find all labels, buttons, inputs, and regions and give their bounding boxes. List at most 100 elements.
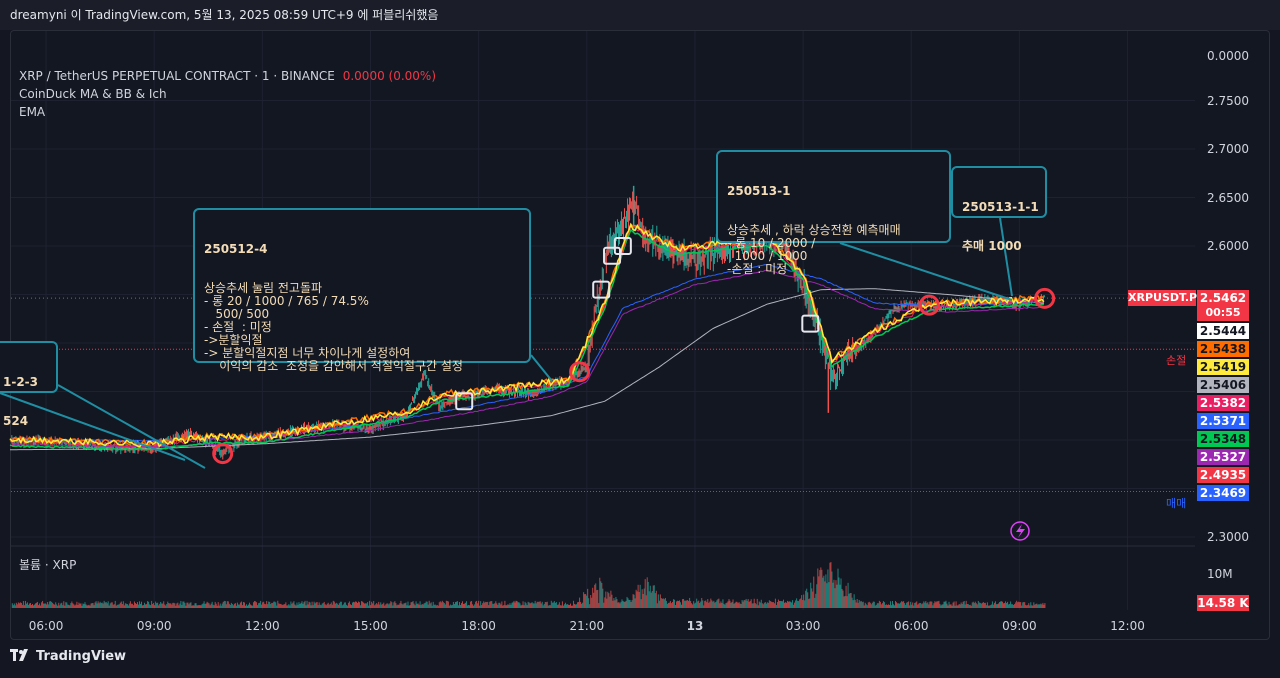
volume-bar: [889, 601, 891, 608]
volume-bar: [594, 584, 596, 608]
volume-bar: [1014, 604, 1016, 608]
annotation-250512-4[interactable]: 250512-4 상승추세 눌림 전고돌파 - 롱 20 / 1000 / 76…: [193, 208, 531, 373]
volume-bar: [309, 602, 311, 608]
volume-bar: [430, 602, 432, 608]
volume-bar: [278, 603, 280, 608]
volume-bar: [690, 600, 692, 608]
volume-bar: [909, 605, 911, 608]
volume-bar: [121, 604, 123, 608]
volume-bar: [180, 600, 182, 608]
volume-bar: [652, 585, 654, 608]
volume-bar: [398, 604, 400, 608]
volume-bar: [781, 601, 783, 608]
x-tick-label: 09:00: [137, 619, 172, 633]
volume-bar: [442, 602, 444, 608]
volume-bar: [854, 599, 856, 608]
volume-bar: [591, 597, 593, 608]
x-tick-label: 03:00: [786, 619, 821, 633]
volume-bar: [207, 602, 209, 608]
volume-bar: [242, 601, 244, 608]
volume-bar: [74, 605, 76, 608]
volume-bar: [857, 602, 859, 608]
volume-bar: [545, 602, 547, 608]
volume-bar: [1034, 604, 1036, 608]
volume-bar: [1022, 602, 1024, 608]
volume-bar: [134, 603, 136, 608]
volume-bar: [470, 601, 472, 608]
volume-bar: [833, 579, 835, 608]
volume-bar: [240, 601, 242, 608]
volume-bar: [491, 601, 493, 608]
volume-bar: [161, 603, 163, 608]
y-tick-label: 2.6500: [1207, 191, 1249, 205]
volume-bar: [841, 588, 843, 608]
volume-bar: [115, 605, 117, 608]
volume-bar: [824, 581, 826, 608]
volume-bar: [426, 601, 428, 608]
volume-bar: [713, 600, 715, 608]
volume-bar: [632, 594, 634, 608]
price-tag: 2.5438: [1197, 341, 1249, 357]
annotation-body: 추매 1000: [962, 239, 1022, 253]
volume-bar: [896, 602, 898, 608]
volume-bar: [752, 603, 754, 608]
volume-bar: [424, 602, 426, 608]
square-marker: [801, 314, 820, 333]
volume-bar: [920, 602, 922, 608]
volume-bar: [914, 602, 916, 608]
annotation-title: 1-2-3: [3, 375, 39, 389]
volume-bar: [739, 603, 741, 608]
tradingview-brand[interactable]: TradingView: [10, 648, 126, 664]
volume-bar: [476, 600, 478, 608]
volume-bar: [924, 602, 926, 608]
volume-bar: [378, 601, 380, 608]
volume-bar: [647, 581, 649, 608]
volume-bar: [264, 603, 266, 608]
volume-legend[interactable]: 볼륨 · XRP: [19, 558, 77, 572]
volume-bar: [133, 601, 135, 608]
volume-bar: [393, 602, 395, 608]
volume-bar: [428, 600, 430, 608]
volume-bar: [919, 602, 921, 608]
volume-bar: [679, 600, 681, 608]
volume-bar: [360, 605, 362, 608]
annotation-partial-left[interactable]: 1-2-3 524: [0, 341, 58, 428]
volume-bar: [778, 600, 780, 608]
volume-bar: [186, 602, 188, 608]
volume-bar: [221, 603, 223, 608]
volume-bar: [958, 604, 960, 608]
volume-bar: [463, 603, 465, 608]
annotation-250513-1[interactable]: 250513-1 상승추세 , 하락 상승전환 예측매매 - 롱 10 / 20…: [716, 150, 951, 276]
volume-bar: [403, 603, 405, 608]
volume-bar: [613, 598, 615, 608]
x-tick-label: 06:00: [29, 619, 64, 633]
volume-bar: [743, 599, 745, 608]
volume-bar: [71, 601, 73, 608]
volume-bar: [916, 601, 918, 608]
volume-bar: [723, 603, 725, 608]
indicator-legend-2[interactable]: EMA: [19, 105, 46, 119]
volume-bar: [745, 598, 747, 608]
volume-bar: [158, 605, 160, 608]
volume-bar: [349, 604, 351, 608]
annotation-250513-1-1[interactable]: 250513-1-1 추매 1000: [951, 166, 1047, 253]
volume-bar: [500, 604, 502, 608]
volume-bar: [658, 600, 660, 608]
volume-bar: [900, 602, 902, 608]
volume-bar: [195, 603, 197, 608]
volume-bar: [509, 603, 511, 608]
volume-bar: [1009, 603, 1011, 608]
volume-bar: [510, 604, 512, 608]
indicator-legend-1[interactable]: CoinDuck MA & BB & Ich: [19, 87, 167, 101]
price-tag: 2.5462: [1197, 290, 1249, 306]
volume-bar: [487, 601, 489, 608]
volume-bar: [469, 605, 471, 608]
volume-bar: [818, 576, 820, 608]
volume-bar: [615, 596, 617, 608]
volume-bar: [711, 600, 713, 608]
entry-marker: [569, 361, 591, 383]
volume-bar: [144, 602, 146, 608]
volume-bar: [794, 602, 796, 608]
volume-bar: [494, 603, 496, 608]
